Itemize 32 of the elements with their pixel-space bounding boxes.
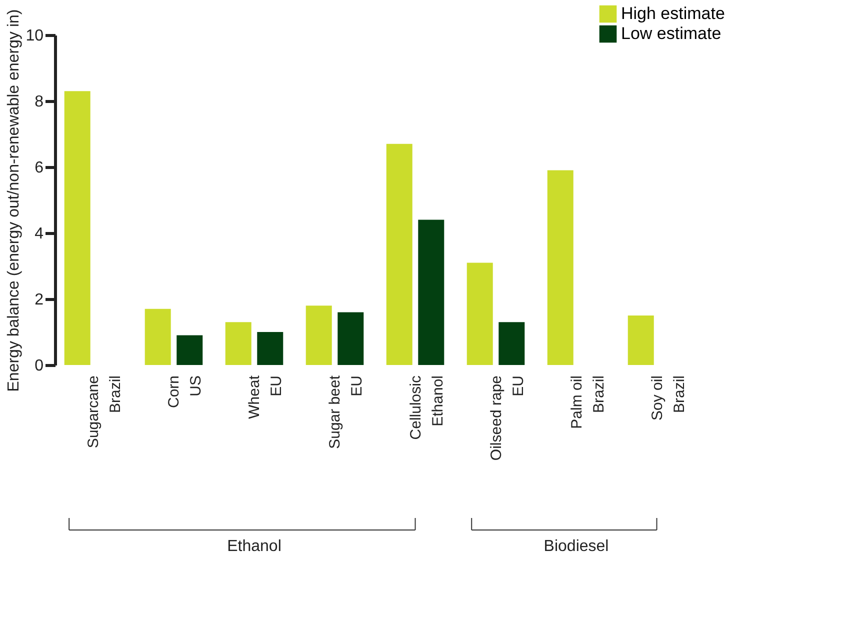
x-tick-label: Sugar beet EU [326, 374, 366, 449]
y-tick-label: 8 [34, 94, 44, 110]
bar [498, 322, 525, 365]
y-tick-label: 0 [34, 358, 44, 374]
y-tick-label: 10 [26, 28, 44, 44]
bar [306, 306, 332, 365]
bar [257, 332, 284, 365]
x-tick-label: Soy oil Brazil [648, 376, 688, 421]
bar [386, 144, 412, 365]
legend-label: High estimate [621, 4, 725, 23]
x-tick-label: Oilseed rape EU [488, 376, 527, 461]
x-tick-label: Sugarcane Brazil [85, 376, 124, 448]
x-tick-label: Corn US [166, 376, 205, 408]
x-tick-label: Cellulosic Ethanol [407, 375, 446, 440]
y-axis-title: Energy balance (energy out/non-renewable energy in) [6, 9, 23, 392]
y-tick-label: 6 [34, 160, 44, 176]
bar [176, 335, 203, 365]
y-tick-label: 4 [34, 226, 44, 242]
text: Biodiesel [544, 538, 609, 555]
bar [628, 316, 654, 365]
legend-label: Low estimate [621, 24, 722, 43]
text: Ethanol [227, 538, 282, 555]
bar [144, 308, 171, 365]
bar [64, 91, 90, 365]
bar [338, 312, 364, 365]
bar [547, 170, 574, 365]
x-tick-label: Wheat EU [246, 374, 286, 419]
x-tick-label: Palm oil Brazil [568, 376, 608, 429]
y-tick-label: 2 [34, 292, 44, 308]
bar [225, 322, 252, 365]
bar [418, 220, 444, 365]
bar [466, 262, 493, 365]
